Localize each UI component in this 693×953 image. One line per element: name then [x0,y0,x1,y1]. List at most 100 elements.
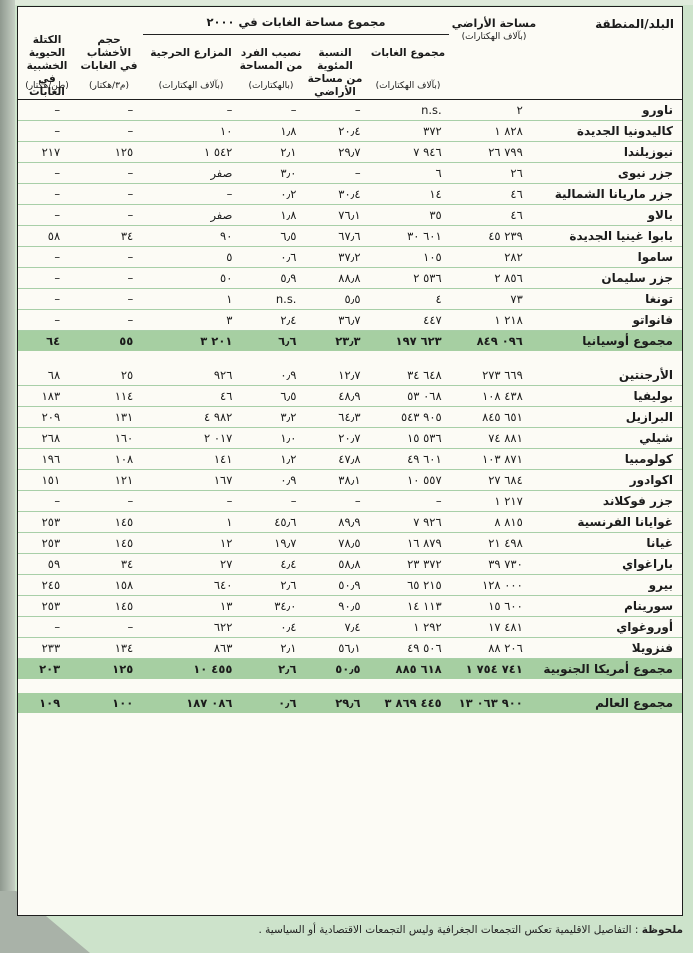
cell-percap: ٦٫٥ [238,385,303,407]
cell-bio: ١٠٩ [18,693,75,713]
table-row: شيلي ٧٤ ٨٨١ ١٥ ٥٣٦ ٢٠٫٧ ١٫٠ ٢ ٠١٧ ١٦٠ ٢٦٨ [18,427,682,449]
cell-pct: ٨٩٫٩ [302,511,367,533]
header-forest-total: مجموع الغابات (بآلاف الهكتارات) [367,34,449,92]
cell-land: ٢٧٣ ٦٦٩ [448,365,531,386]
header-land-area: مساحة الأراضي (بآلاف الهكتارات) [444,17,544,44]
cell-pct: ٩٠٫٥ [302,595,367,617]
cell-plant: ٢٧ [142,553,239,575]
table-row: بيرو ١٢٨ ٠٠٠ ٦٥ ٢١٥ ٥٠٫٩ ٢٫٦ ٦٤٠ ١٥٨ ٢٤٥ [18,574,682,596]
cell-land: ٤٦ [448,204,531,226]
cell-plant: ١٢ [142,532,239,554]
cell-pct: ٥٫٥ [302,288,367,310]
cell-plant: ١ [142,288,239,310]
cell-vol: ١١٤ [74,385,143,407]
cell-pct: ٣٦٫٧ [302,309,367,331]
header-land-lines: مساحة الأراضي [444,17,544,31]
cell-percap: ٤٥٫٦ [238,511,303,533]
cell-name: ناورو [530,100,682,121]
cell-percap: ١٫٨ [238,204,303,226]
cell-vol: ١٤٥ [74,595,143,617]
cell-pct: ٢٠٫٤ [302,120,367,142]
table-row: فانواتو ١ ٢١٨ ٤٤٧ ٣٦٫٧ ٢٫٤ ٣– – [18,309,682,331]
section-gap [18,679,682,693]
cell-bio: ٢٥٣ [18,595,75,617]
cell-vol: ١٤٥ [74,532,143,554]
cell-land: ١٢٨ ٠٠٠ [448,574,531,596]
cell-plant: ٥٠ [142,267,239,289]
cell-name: مجموع أمريكا الجنوبية [530,658,682,679]
cell-bio: – [18,120,75,142]
cell-pct: ١٢٫٧ [302,365,367,386]
cell-forest: ١ ٢٩٢ [366,616,449,638]
header-country: البلد/المنطقة [595,17,674,31]
cell-land: ١ ٢١٨ [448,309,531,331]
cell-forest: ٦٥ ٢١٥ [366,574,449,596]
cell-plant: ٩٢٦ [142,365,239,386]
cell-percap: ٦٫٥ [238,225,303,247]
cell-name: الأرجنتين [530,365,682,386]
cell-forest: ١٠٥ [366,246,449,268]
cell-plant: ١٤١ [142,448,239,470]
cell-name: جزر سليمان [530,267,682,289]
cell-name: فانواتو [530,309,682,331]
cell-name: جزر فوكلاند [530,490,682,512]
header-line: مجموع الغابات [370,47,446,59]
cell-vol: ٥٥ [74,330,143,351]
cell-bio: – [18,288,75,310]
cell-forest: ١٥ ٥٣٦ [366,427,449,449]
cell-bio: ٢٠٩ [18,406,75,428]
cell-bio: – [18,309,75,331]
cell-percap: ٠٫٢ [238,183,303,205]
header-line: نصيب الفرد [240,47,302,59]
cell-name: فنزويلا [530,637,682,659]
cell-bio: – [18,267,75,289]
cell-plant: ١٣ [142,595,239,617]
cell-land: ٢٨٢ [448,246,531,268]
cell-land: ٨٤٩ ٠٩٦ [448,330,531,351]
cell-pct: ٨٨٫٨ [302,267,367,289]
cell-plant: ٣ ٢٠١ [142,330,239,351]
cell-land: ٤٥ ٢٣٩ [448,225,531,247]
cell-plant: ١٠ [142,120,239,142]
cell-land: ١٥ ٦٠٠ [448,595,531,617]
cell-percap: ٢٫١ [238,141,303,163]
cell-bio: – [18,616,75,638]
cell-forest: ٦ [366,162,449,184]
header-vol-unit: (م٣/هكتار) [88,81,129,91]
cell-name: غوايانا الفرنسية [530,511,682,533]
header-line: في الغابات [80,60,138,72]
footnote-text: : التفاصيل الاقليمية تعكس التجمعات الجغر… [258,924,642,936]
cell-bio: ٢٤٥ [18,574,75,596]
cell-name: سورينام [530,595,682,617]
cell-bio: ٢٠٣ [18,658,75,679]
total-row: مجموع أمريكا الجنوبية ١ ٧٥٤ ٧٤١ ٨٨٥ ٦١٨ ٥٠٫… [18,658,682,679]
cell-pct: ٤٨٫٩ [302,385,367,407]
cell-name: بابوا غينيا الجديدة [530,225,682,247]
cell-vol: ١٥٨ [74,574,143,596]
cell-plant: ١٠ ٤٥٥ [142,658,239,679]
cell-forest: ١٩٧ ٦٢٣ [366,330,449,351]
cell-name: تونغا [530,288,682,310]
cell-bio: ٥٨ [18,225,75,247]
table-card: البلد/المنطقة مساحة الأراضي (بآلاف الهكت… [17,6,683,916]
header-percap-lines: نصيب الفرد من المساحة [239,34,303,73]
header-forest-unit: (بآلاف الهكتارات) [375,81,441,91]
cell-plant: ٤ ٩٨٢ [142,406,239,428]
cell-pct: ٢٩٫٧ [302,141,367,163]
cell-plant: ٦٢٢ [142,616,239,638]
header-line: الأراضي [314,86,356,98]
cell-percap: ٠٫٤ [238,616,303,638]
header-per-capita: نصيب الفرد من المساحة (بالهكتارات) [239,34,303,92]
cell-name: أوروغواي [530,616,682,638]
cell-land: ١٣ ٠٦٣ ٩٠٠ [448,693,531,713]
table-row: فنزويلا ٨٨ ٢٠٦ ٤٩ ٥٠٦ ٥٦٫١ ٢٫١ ٨٦٣ ١٣٤ ٢٣٣ [18,637,682,659]
cell-bio: – [18,100,75,121]
cell-bio: – [18,246,75,268]
table-row: بوليفيا ١٠٨ ٤٣٨ ٥٣ ٠٦٨ ٤٨٫٩ ٦٫٥ ٤٦ ١١٤ ١٨٣ [18,385,682,407]
cell-pct: ٥٨٫٨ [302,553,367,575]
forest-statistics-table: ناورو ٢ n.s. – – – – – كاليدونيا الجديدة ١ ٨٢٨ ٣٧٢… [18,100,682,713]
cell-forest: ٨٨٥ ٦١٨ [366,658,449,679]
header-plantations: المزارع الحرجية (بآلاف الهكتارات) [143,34,239,92]
header-line: الخشبية في [26,60,68,85]
